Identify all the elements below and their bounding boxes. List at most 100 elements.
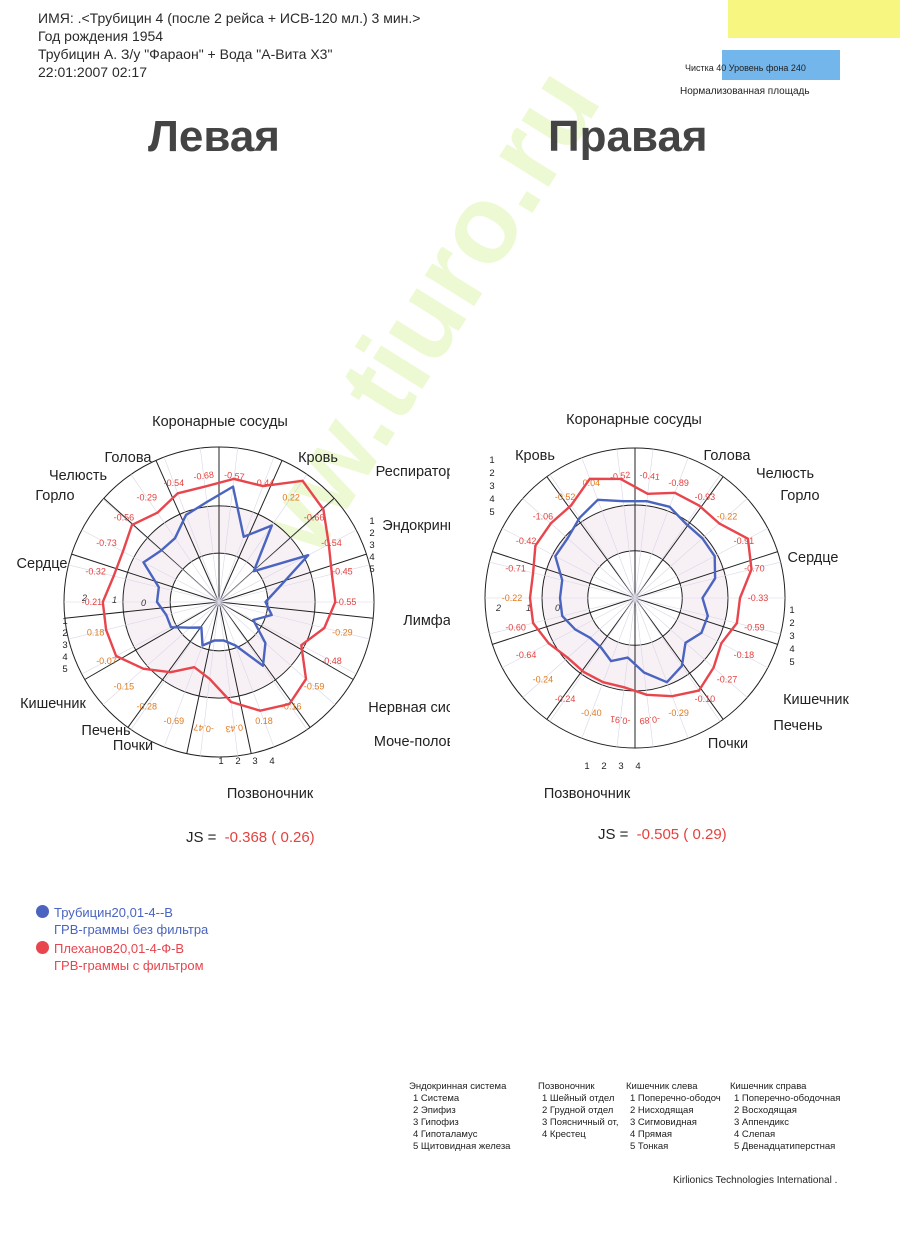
area-mode: Нормализованная площадь	[680, 86, 810, 97]
left-value-label: -0.16	[281, 702, 302, 712]
key-item: 4 Крестец	[542, 1129, 586, 1140]
left-spoke	[64, 601, 220, 619]
left-subspoke	[218, 564, 370, 603]
right-subspoke	[522, 498, 636, 599]
left-value-label: 0.43	[225, 722, 244, 734]
left-value-label: -0.32	[85, 567, 106, 577]
left-series-blue	[142, 485, 310, 667]
right-sub-index: 5	[789, 657, 794, 668]
left-value-label: -0.45	[332, 567, 353, 577]
right-sub-index: 1	[489, 455, 494, 466]
key-item: 2 Эпифиз	[413, 1105, 456, 1116]
left-value-label: -0.68	[193, 470, 215, 482]
right-value-label: -0.71	[505, 564, 526, 574]
right-value-label: -0.22	[717, 511, 738, 521]
left-subspoke	[218, 474, 308, 603]
right-value-label: -0.91	[734, 536, 755, 546]
left-subspoke	[81, 529, 220, 603]
legend-name-blue: Трубицин20,01-4--В	[54, 905, 173, 920]
right-subspoke	[549, 474, 636, 599]
left-value-label: 0.22	[282, 492, 300, 502]
right-sector-label: Почки	[708, 736, 748, 752]
left-sub-index: 4	[369, 552, 374, 563]
left-value-label: 0.18	[255, 716, 273, 726]
right-sector-label: Кишечник	[783, 692, 849, 708]
key-item: 2 Грудной отдел	[542, 1105, 614, 1116]
left-spoke	[155, 460, 220, 603]
left-value-label: -0.66	[304, 513, 325, 523]
left-value-label: -0.56	[114, 513, 135, 523]
legend-sub-blue: ГРВ-граммы без фильтра	[54, 922, 209, 937]
legend-dot-blue	[36, 905, 49, 918]
right-spoke	[634, 597, 724, 720]
key-item: 1 Поперечно-ободочная	[734, 1093, 841, 1104]
right-sub-index: 4	[489, 494, 494, 505]
key-item: 4 Прямая	[630, 1129, 673, 1140]
left-sub-index: 2	[235, 756, 240, 767]
right-subspoke	[549, 597, 636, 722]
left-ring-label: 0	[141, 598, 146, 608]
left-subspoke	[218, 456, 275, 603]
key-item: 1 Поперечно-ободоч	[630, 1093, 721, 1104]
left-sub-index: 5	[62, 664, 67, 675]
left-value-label: -0.55	[336, 597, 357, 607]
right-subspoke	[634, 597, 721, 722]
right-value-label: -1.06	[533, 511, 554, 521]
left-series-red	[101, 477, 337, 712]
right-subspoke	[616, 449, 636, 599]
left-title: Левая	[148, 112, 280, 161]
right-subspoke	[634, 597, 748, 698]
right-sub-index: 2	[789, 618, 794, 629]
left-subspoke	[218, 448, 238, 603]
left-sector-label: Голова	[105, 450, 153, 466]
left-value-label: -0.48	[321, 656, 342, 666]
left-spoke	[218, 601, 354, 680]
left-sector-label: Респираторная	[376, 464, 450, 480]
right-spoke	[634, 476, 724, 599]
left-sub-index: 2	[369, 528, 374, 539]
key-title: Позвоночник	[538, 1081, 595, 1092]
legend-dot-red	[36, 941, 49, 954]
left-sector-label: Сердце	[17, 556, 68, 572]
right-value-label: -0.22	[502, 593, 523, 603]
right-value-label: -0.41	[639, 470, 661, 482]
right-value-label: -0.60	[505, 622, 526, 632]
left-sub-index: 2	[62, 628, 67, 639]
left-value-label: -0.21	[82, 597, 103, 607]
legend: Трубицин20,01-4--В ГРВ-граммы без фильтр…	[36, 904, 208, 974]
right-spoke	[634, 551, 778, 599]
key-title: Кишечник слева	[626, 1081, 698, 1092]
right-sector-label: Кровь	[515, 448, 555, 464]
key-item: 5 Двенадцатиперстная	[734, 1141, 836, 1152]
left-value-label: -0.28	[137, 702, 158, 712]
right-sub-index: 4	[789, 644, 794, 655]
left-sector-label: Позвоночник	[227, 786, 314, 802]
left-spoke	[218, 601, 311, 728]
key-item: 2 Восходящая	[734, 1105, 797, 1116]
left-sector-label: Кишечник	[20, 696, 86, 712]
right-sector-label: Челюсть	[756, 466, 814, 482]
left-value-label: -0.54	[164, 478, 185, 488]
left-value-label: -0.73	[96, 538, 117, 548]
right-series-red	[528, 477, 753, 698]
right-subspoke	[581, 457, 636, 599]
right-sector-label: Горло	[780, 488, 819, 504]
right-value-label: -0.27	[717, 675, 738, 685]
right-sector-label: Печень	[773, 718, 822, 734]
left-spoke	[218, 553, 367, 603]
left-value-label: -0.69	[164, 716, 185, 726]
left-subspoke	[130, 601, 220, 730]
right-value-label: -0.70	[744, 564, 765, 574]
left-subspoke	[200, 448, 220, 603]
right-js: JS = -0.505 ( 0.29)	[598, 826, 727, 843]
key-item: 1 Система	[413, 1093, 460, 1104]
left-subspoke	[163, 456, 220, 603]
left-sector-label: Печень	[81, 723, 130, 739]
left-subspoke	[163, 601, 220, 748]
right-value-label: -0.10	[695, 694, 716, 704]
header-subject: Трубицин А. З/у "Фараон" + Вода "А-Вита …	[38, 46, 333, 62]
right-value-label: -0.29	[668, 708, 689, 718]
left-subspoke	[68, 564, 220, 603]
right-title: Правая	[548, 112, 708, 161]
left-spoke	[71, 553, 220, 603]
